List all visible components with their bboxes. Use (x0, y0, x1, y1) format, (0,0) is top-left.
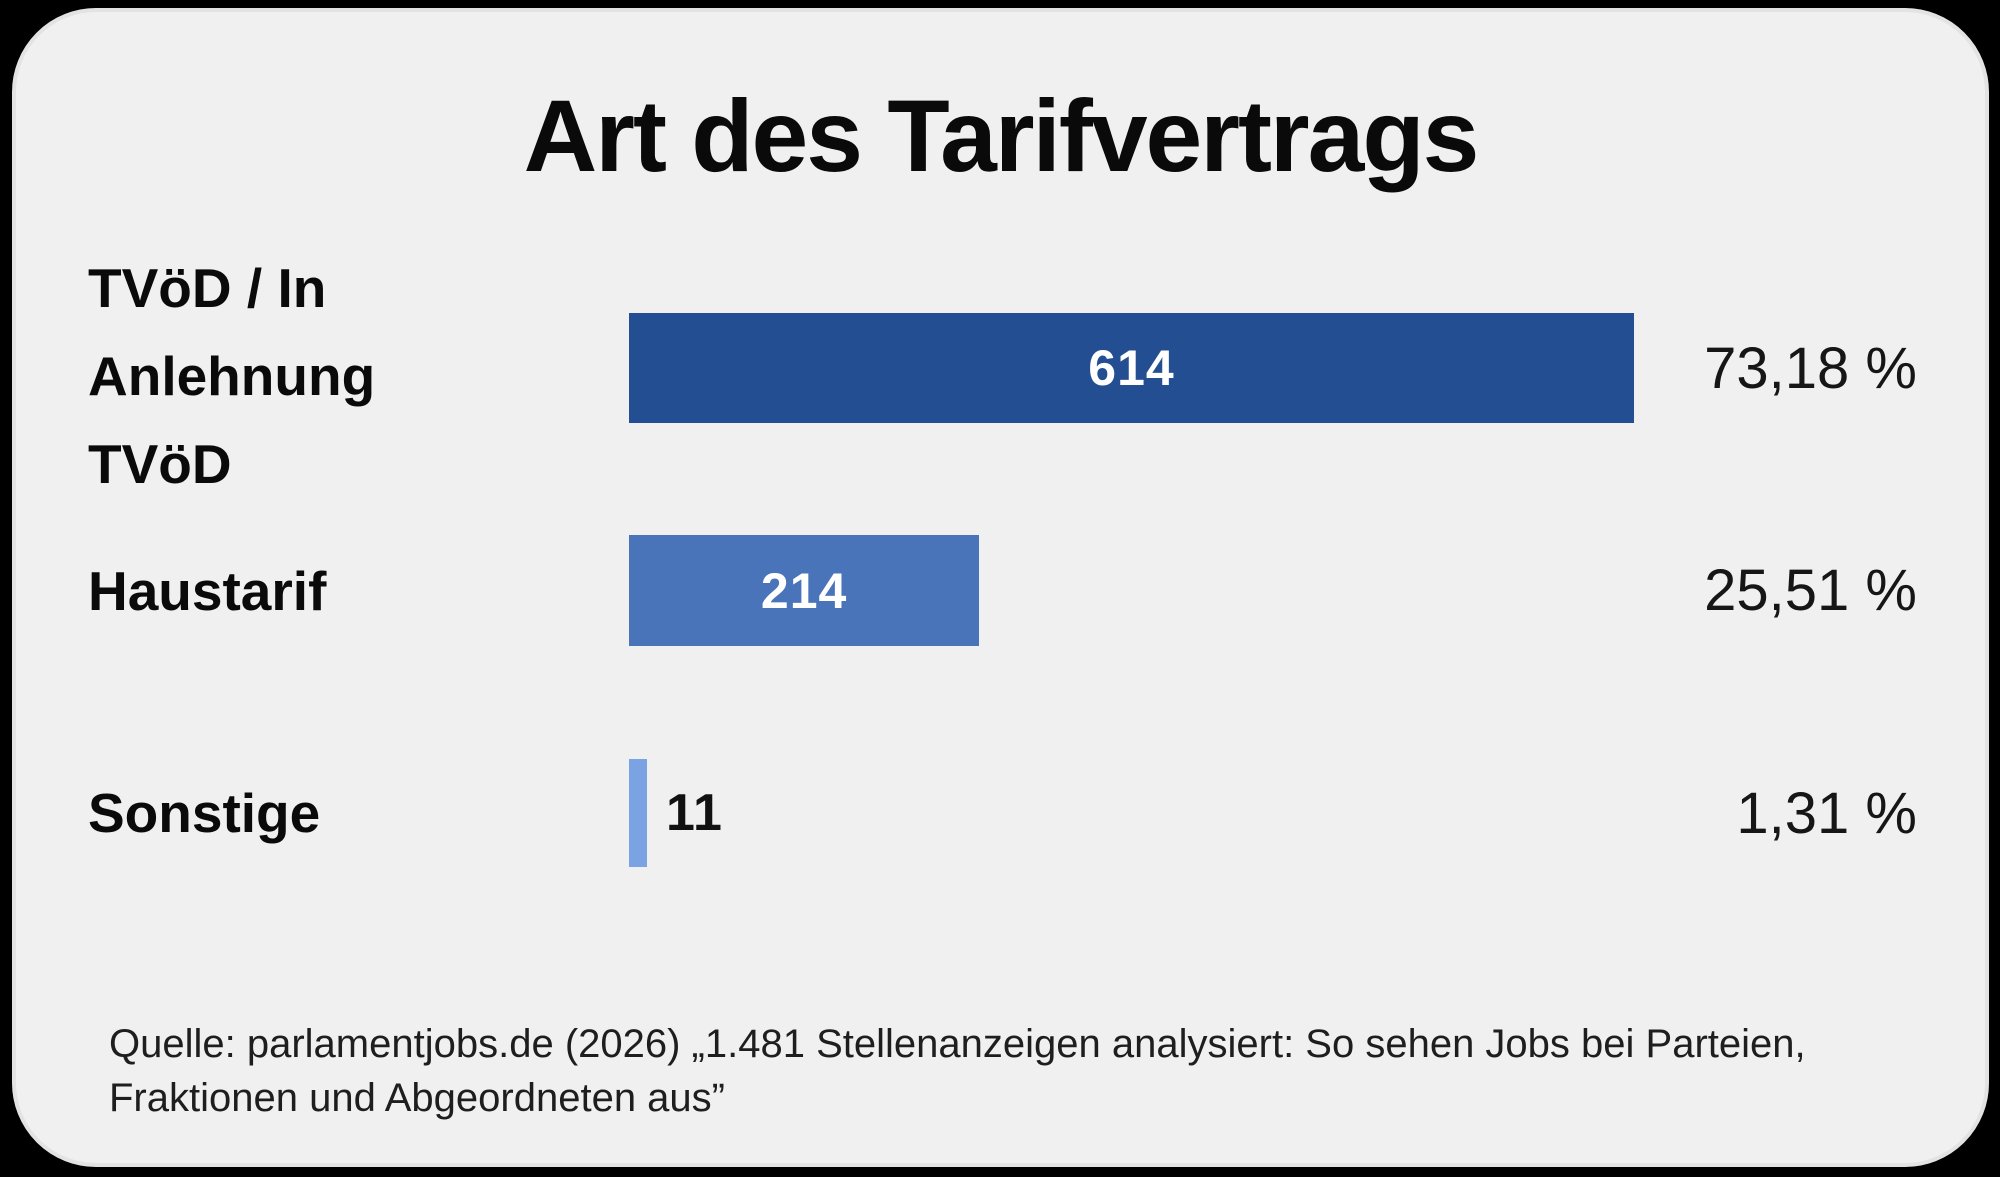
bar-tvoed: 614 (629, 313, 1634, 423)
category-label-haustarif: Haustarif (88, 559, 327, 622)
source-line-2: Fraktionen und Abgeordneten aus” (109, 1076, 725, 1120)
bar-chart: TVöD / In Anlehnung TVöD 614 73,18 % Hau… (16, 12, 1985, 1163)
bar-track (629, 759, 1634, 867)
category-label-tvoed: TVöD / In Anlehnung TVöD (88, 257, 376, 495)
bar-track: 214 (629, 535, 1634, 646)
percent-label-tvoed: 73,18 % (1704, 335, 1917, 401)
category-label-sonstige: Sonstige (88, 782, 321, 844)
bar-value-label: 214 (760, 562, 848, 619)
bar-haustarif: 214 (629, 535, 980, 646)
source-line-1: Quelle: parlamentjobs.de (2026) „1.481 S… (109, 1022, 1806, 1066)
source-citation: Quelle: parlamentjobs.de (2026) „1.481 S… (109, 1017, 1929, 1125)
percent-label-sonstige: 1,31 % (1736, 780, 1917, 846)
chart-card: Art des Tarifvertrags TVöD / In Anlehnun… (12, 8, 1989, 1167)
bar-sonstige (629, 759, 647, 867)
chart-title: Art des Tarifvertrags (523, 79, 1480, 193)
percent-label-haustarif: 25,51 % (1704, 558, 1917, 623)
bar-value-label: 614 (1088, 340, 1175, 396)
bar-value-label-outside: 11 (666, 784, 723, 842)
bar-track: 614 (629, 313, 1634, 423)
